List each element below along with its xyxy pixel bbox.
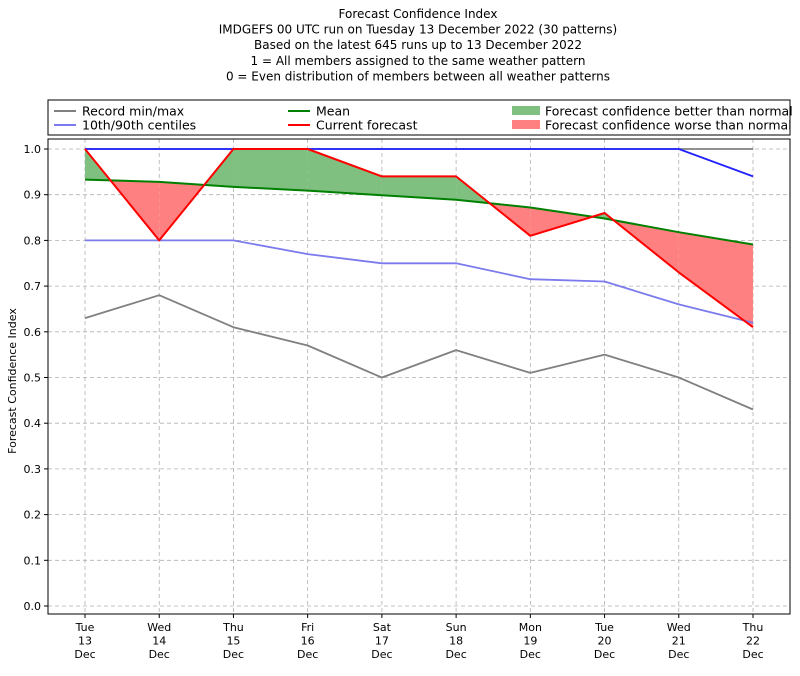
y-tick-label: 0.2: [24, 509, 42, 522]
y-tick-label: 0.9: [24, 189, 42, 202]
title-line-1: IMDGEFS 00 UTC run on Tuesday 13 Decembe…: [219, 23, 617, 37]
legend-frame: [47, 99, 791, 136]
legend-item-4: Forecast confidence better than normal: [512, 104, 793, 119]
y-tick-label: 0.7: [24, 280, 42, 293]
title-line-4: 0 = Even distribution of members between…: [226, 69, 610, 83]
x-tick-label: Tue 20 Dec: [594, 621, 615, 661]
legend-label: Current forecast: [316, 118, 418, 133]
title-line-0: Forecast Confidence Index: [339, 7, 498, 21]
series-line-p10: [85, 239, 754, 324]
legend-label: Forecast confidence better than normal: [545, 104, 793, 119]
y-tick-label: 1.0: [24, 143, 42, 156]
x-tick-label: Sun 18 Dec: [445, 621, 466, 661]
chart-title: Forecast Confidence Index IMDGEFS 00 UTC …: [219, 7, 617, 83]
legend-item-0: Record min/max: [54, 104, 184, 119]
y-tick-label: 0.0: [24, 600, 42, 613]
legend-label: Mean: [316, 104, 350, 119]
title-line-2: Based on the latest 645 runs up to 13 De…: [254, 38, 582, 52]
legend-swatch-patch: [512, 106, 540, 115]
y-tick-label: 0.3: [24, 463, 42, 476]
y-tick-label: 0.6: [24, 326, 42, 339]
y-axis-label: Forecast Confidence Index: [6, 308, 19, 454]
y-tick-label: 0.5: [24, 372, 42, 385]
legend-swatch-patch: [512, 120, 540, 129]
x-tick-label: Sat 17 Dec: [371, 621, 392, 661]
better-than-normal-fill: [381, 176, 457, 200]
legend-item-5: Forecast confidence worse than normal: [512, 118, 792, 133]
series-line-record-min: [84, 294, 754, 411]
x-tick-label: Wed 14 Dec: [147, 621, 171, 661]
x-tick-label: Wed 21 Dec: [667, 621, 691, 661]
worse-than-normal-fill: [678, 232, 753, 328]
plot-frame: [47, 138, 791, 615]
legend-item-1: 10th/90th centiles: [54, 118, 196, 133]
better-than-normal-fill: [307, 149, 382, 196]
x-tick-label: Thu 15 Dec: [222, 621, 244, 661]
series-line-mean: [84, 178, 754, 246]
title-line-3: 1 = All members assigned to the same wea…: [251, 54, 586, 68]
y-tick-label: 0.8: [24, 234, 42, 247]
better-than-normal-fill: [233, 149, 308, 191]
x-tick-label: Thu 22 Dec: [742, 621, 764, 661]
series-line-p90: [85, 148, 754, 178]
legend-item-3: Current forecast: [288, 118, 418, 133]
legend-label: Record min/max: [82, 104, 184, 119]
x-tick-label: Mon 19 Dec: [519, 621, 542, 661]
y-tick-label: 0.4: [24, 417, 42, 430]
legend-label: 10th/90th centiles: [82, 118, 196, 133]
x-tick-label: Tue 13 Dec: [74, 621, 95, 661]
x-tick-label: Fri 16 Dec: [297, 621, 318, 661]
plot-area: 0.0 0.1 0.2 0.3 0.4 0.5 0.6 0.7 0.8 0.9 1.0 Tue 13 De…: [24, 138, 791, 661]
legend-item-2: Mean: [288, 104, 350, 119]
legend-label: Forecast confidence worse than normal: [545, 118, 792, 133]
series-line-current: [84, 148, 754, 329]
y-tick-label: 0.1: [24, 554, 42, 567]
